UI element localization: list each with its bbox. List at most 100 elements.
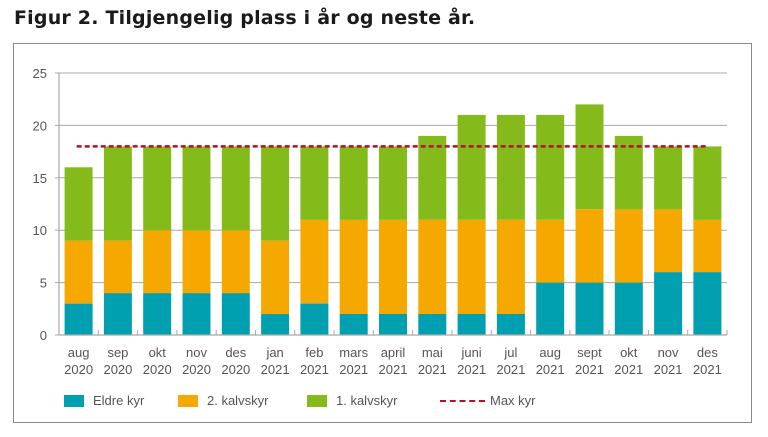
x-tick-label-year: 2021 [418, 362, 447, 377]
legend-item-max-kyr: Max kyr [440, 393, 536, 408]
legend-label: 2. kalvskyr [207, 393, 269, 408]
bar-segment-1-kalvskyr [418, 135, 447, 220]
bar-segment-1-kalvskyr [693, 146, 722, 220]
bar-segment-eldre-kyr [418, 314, 447, 335]
x-tick-label-year: 2021 [339, 362, 368, 377]
x-tick-label-year: 2020 [221, 362, 250, 377]
x-tick-label-month: mai [422, 345, 443, 360]
bar-segment-1-kalvskyr [143, 146, 172, 231]
x-tick-label-year: 2021 [654, 362, 683, 377]
bar-segment-1-kalvskyr [536, 114, 565, 220]
y-tick-label: 10 [33, 223, 47, 238]
y-tick-labels: 0 5 10 15 20 25 [33, 66, 47, 343]
bar-segment-2-kalvskyr [496, 219, 525, 314]
x-tick-label-year: 2021 [300, 362, 329, 377]
x-tick-label-month: jan [265, 345, 283, 360]
bar-segment-2-kalvskyr [221, 230, 250, 294]
bar-segment-1-kalvskyr [496, 114, 525, 220]
y-tick-label: 25 [33, 66, 47, 81]
bar-segment-1-kalvskyr [64, 167, 93, 241]
bar-segment-2-kalvskyr [457, 219, 486, 314]
bar-segment-eldre-kyr [261, 314, 290, 335]
bar-segment-eldre-kyr [496, 314, 525, 335]
x-tick-label-month: sep [107, 345, 128, 360]
bar-segment-2-kalvskyr [261, 240, 290, 315]
x-tick-label-year: 2021 [575, 362, 604, 377]
bar-segment-2-kalvskyr [64, 240, 93, 304]
legend-label: Max kyr [490, 393, 536, 408]
bar-segment-eldre-kyr [143, 293, 172, 335]
bar-segment-eldre-kyr [221, 293, 250, 335]
x-tick-label-month: feb [305, 345, 323, 360]
x-tick-label-month: aug [539, 345, 561, 360]
bar-segment-2-kalvskyr [693, 219, 722, 273]
x-tick-label-month: april [381, 345, 406, 360]
x-tick-label-year: 2020 [64, 362, 93, 377]
y-tick-label: 20 [33, 118, 47, 133]
legend-item-eldre-kyr: Eldre kyr [64, 393, 144, 408]
bar-segment-eldre-kyr [103, 293, 132, 335]
x-tick-label-month: juni [460, 345, 481, 360]
bar-segment-2-kalvskyr [300, 219, 329, 304]
x-tick-label-month: des [225, 345, 246, 360]
legend-item-2-kalvskyr: 2. kalvskyr [178, 393, 268, 408]
bar-segment-1-kalvskyr [575, 104, 604, 210]
bar-segment-1-kalvskyr [221, 146, 250, 231]
bars [64, 104, 722, 335]
bar-segment-1-kalvskyr [614, 135, 643, 210]
y-tick-label: 5 [40, 276, 47, 291]
chart-frame [13, 43, 752, 423]
bar-segment-eldre-kyr [182, 293, 211, 335]
bar-segment-eldre-kyr [300, 303, 329, 335]
x-tick-label-month: nov [658, 345, 679, 360]
x-tick-label-month: okt [149, 345, 167, 360]
bar-segment-eldre-kyr [575, 282, 604, 335]
x-tick-label-year: 2020 [143, 362, 172, 377]
bar-segment-1-kalvskyr [339, 146, 368, 220]
legend-item-1-kalvskyr: 1. kalvskyr [307, 393, 397, 408]
x-tick-label-year: 2021 [614, 362, 643, 377]
bar-segment-1-kalvskyr [182, 146, 211, 231]
bar-segment-2-kalvskyr [182, 230, 211, 294]
bar-segment-1-kalvskyr [379, 146, 407, 220]
x-tick-label-month: nov [186, 345, 207, 360]
x-tick-label-month: jul [503, 345, 517, 360]
bar-segment-2-kalvskyr [654, 209, 683, 273]
x-tick-label-month: mars [339, 345, 368, 360]
bar-segment-1-kalvskyr [261, 146, 290, 241]
x-tick-label-month: aug [68, 345, 90, 360]
legend-label: Eldre kyr [93, 393, 145, 408]
bar-segment-eldre-kyr [693, 272, 722, 335]
bar-segment-1-kalvskyr [654, 146, 683, 210]
x-tick-label-year: 2021 [457, 362, 486, 377]
bar-segment-eldre-kyr [614, 282, 643, 335]
bar-segment-eldre-kyr [654, 272, 683, 335]
x-tick-label-year: 2021 [536, 362, 565, 377]
x-tick-label-month: sept [577, 345, 602, 360]
bar-segment-eldre-kyr [64, 303, 93, 335]
bar-segment-2-kalvskyr [143, 230, 172, 294]
bar-segment-2-kalvskyr [339, 219, 368, 314]
axes [55, 72, 728, 336]
legend-swatch-1-kalvskyr [307, 394, 327, 407]
bar-segment-1-kalvskyr [103, 146, 132, 241]
x-tick-labels: aug 2020 sep 2020 okt 2020 nov 2020 des 2020 jan 20… [64, 345, 722, 377]
x-tick-label-month: okt [620, 345, 638, 360]
bar-segment-2-kalvskyr [103, 240, 132, 294]
x-tick-label-year: 2021 [379, 362, 408, 377]
legend-swatch-eldre-kyr [64, 394, 84, 407]
bar-segment-2-kalvskyr [379, 219, 407, 314]
bar-segment-eldre-kyr [457, 314, 486, 335]
bar-segment-2-kalvskyr [614, 209, 643, 283]
bar-segment-2-kalvskyr [575, 209, 604, 283]
legend-label: 1. kalvskyr [336, 393, 398, 408]
y-tick-label: 15 [33, 171, 47, 186]
bar-segment-eldre-kyr [379, 314, 407, 335]
bar-segment-2-kalvskyr [418, 219, 447, 314]
bar-segment-eldre-kyr [536, 282, 565, 335]
x-tick-label-year: 2020 [182, 362, 211, 377]
legend-swatch-2-kalvskyr [178, 394, 198, 407]
x-tick-label-month: des [697, 345, 718, 360]
y-tick-label: 0 [40, 328, 47, 343]
legend-dash-max-kyr [440, 399, 485, 402]
